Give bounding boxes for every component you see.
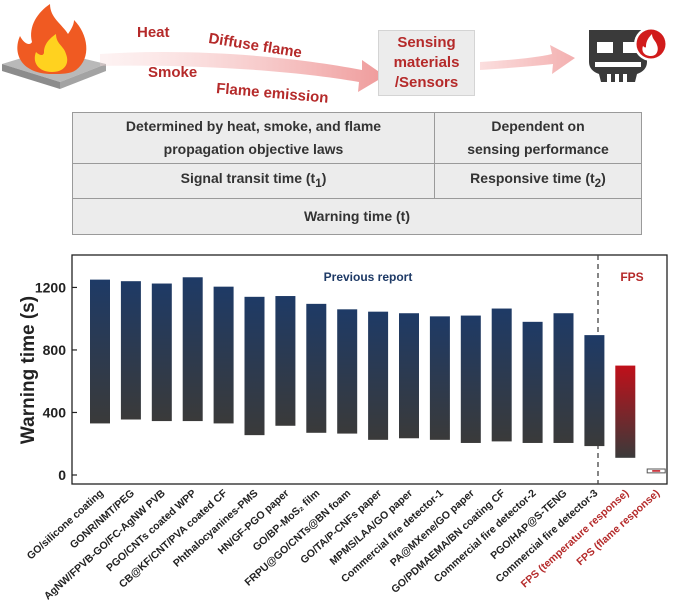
bar <box>460 315 481 443</box>
signal-transit-cell: Signal transit time (t1) <box>72 163 435 199</box>
determined-line2: propagation objective laws <box>163 141 344 157</box>
bar <box>646 468 666 474</box>
previous-report-annotation: Previous report <box>324 270 413 284</box>
bar <box>553 313 574 443</box>
bar <box>399 313 419 439</box>
dependent-line1: Dependent on <box>491 118 585 134</box>
bar <box>522 321 543 443</box>
output-arrow <box>480 45 575 74</box>
signal-transit-close: ) <box>321 170 327 187</box>
bar <box>90 279 110 424</box>
responsive-time-cell: Responsive time (t2) <box>434 163 642 199</box>
y-tick-label: 800 <box>43 342 67 358</box>
dependent-cell: Dependent on sensing performance <box>434 112 642 164</box>
smoke-label: Smoke <box>148 64 198 81</box>
bar <box>120 281 141 420</box>
responsive-time-text: Responsive time (t <box>470 170 595 187</box>
signal-transit-sub: 1 <box>315 176 322 190</box>
y-axis-label: Warning time (s) <box>18 296 39 444</box>
sensor-box-line3: /Sensors <box>394 74 459 91</box>
bar <box>615 365 636 458</box>
bar <box>337 309 358 434</box>
y-tick-label: 400 <box>43 404 67 420</box>
bar <box>182 277 203 422</box>
sensing-materials-box: Sensing materials /Sensors <box>378 30 475 96</box>
timing-table: Determined by heat, smoke, and flame pro… <box>72 112 642 235</box>
bar <box>491 308 512 442</box>
sensor-box-line1: Sensing <box>397 34 456 51</box>
fps-annotation: FPS <box>620 270 643 284</box>
warning-time-chart: Warning time (s) Previous report FPS 0 40… <box>18 254 668 601</box>
responsive-time-close: ) <box>601 170 606 187</box>
heat-label: Heat <box>137 24 170 41</box>
bar <box>306 303 327 433</box>
bar <box>244 296 265 436</box>
bar <box>151 283 172 422</box>
flow-arrow <box>100 51 385 92</box>
determined-line1: Determined by heat, smoke, and flame <box>125 118 382 134</box>
signal-transit-text: Signal transit time (t <box>180 170 316 187</box>
y-tick-label: 0 <box>58 467 66 483</box>
bar <box>275 296 296 426</box>
y-tick-label: 1200 <box>35 279 66 295</box>
dependent-line2: sensing performance <box>467 141 609 157</box>
determined-cell: Determined by heat, smoke, and flame pro… <box>72 112 435 164</box>
bar <box>368 311 389 440</box>
x-tick-label: AgNW/FPVB-GO/FC-AgNW PVB <box>42 487 168 601</box>
bar <box>584 335 605 447</box>
alarm-icon <box>589 27 668 82</box>
plot-frame <box>71 254 668 485</box>
sensor-box-line2: materials <box>393 54 460 71</box>
fire-icon <box>2 4 106 89</box>
bar <box>213 286 234 424</box>
warning-time-cell: Warning time (t) <box>72 198 642 235</box>
bar <box>429 316 450 440</box>
responsive-time-sub: 2 <box>594 176 602 190</box>
